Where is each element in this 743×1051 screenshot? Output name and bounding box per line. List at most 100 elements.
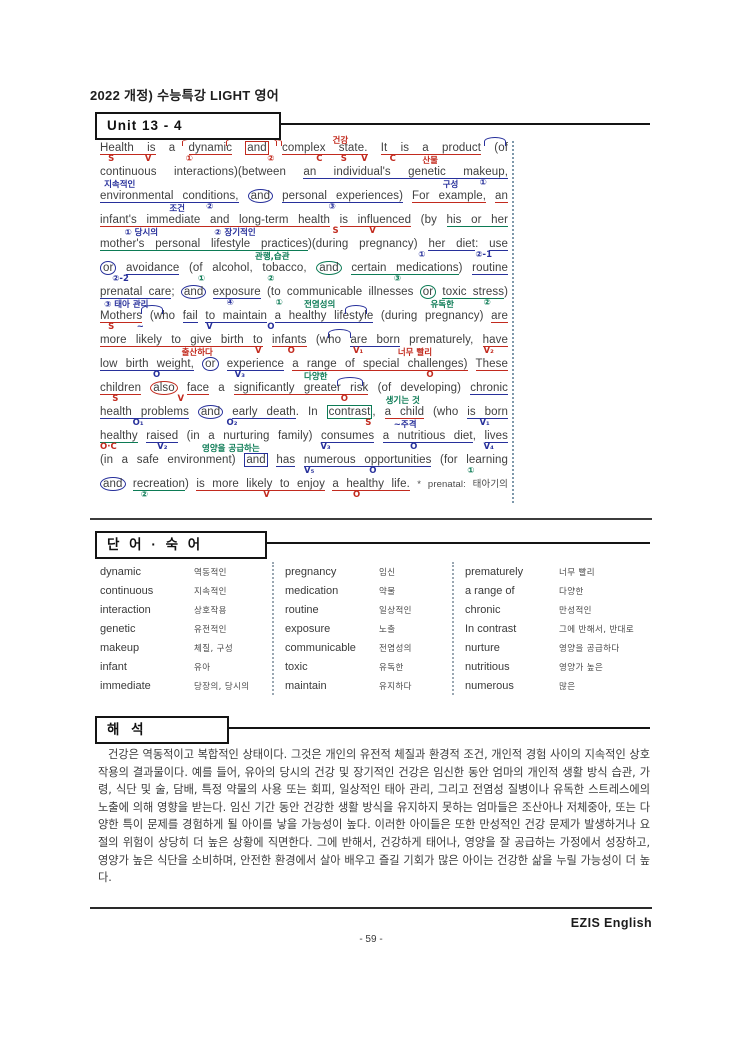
vocab-word: exposure: [285, 622, 331, 635]
passage-segment: (to communicable illnesses: [260, 286, 420, 298]
passage-segment: contrast: [326, 405, 373, 419]
vocab-meaning: 당장의, 당시의: [194, 681, 250, 692]
vocab-row: makeup 체질, 구성: [100, 638, 272, 657]
passage-text: prenatal care; and exposure (to communic…: [100, 285, 508, 299]
annotation-arc: [328, 329, 351, 338]
passage-segment: It is a product: [380, 142, 482, 155]
annotation-arc: [336, 377, 364, 386]
grammar-annotation: V: [263, 490, 270, 500]
passage-segment: an: [495, 190, 509, 203]
vocab-meaning: 유전적인: [194, 624, 227, 635]
passage-segment: (of alcohol, tobacco,: [179, 262, 317, 274]
passage-segment: [468, 358, 476, 370]
passage-segment: and: [197, 405, 224, 419]
passage-segment: routine: [472, 262, 509, 275]
passage-line: infant's immediate and long-term health …: [100, 213, 509, 238]
passage-segment: a nutritious diet: [382, 430, 473, 443]
passage-segment: personal experiences): [282, 190, 404, 203]
passage-segment: experience: [226, 358, 285, 371]
translation-heading-box: 해 석: [95, 716, 229, 744]
passage-line: and recreation) is more likely to enjoy …: [100, 477, 508, 501]
vocab-heading: 단 어 · 숙 어: [107, 537, 204, 552]
passage-segment: more likely to give birth to: [100, 334, 263, 347]
passage-segment: chronic: [470, 382, 508, 395]
vocab-word: a range of: [465, 584, 515, 597]
passage-segment: [138, 430, 146, 442]
passage-line: Mothers (who fail to maintain a healthy …: [100, 305, 509, 333]
vocab-word: dynamic: [100, 565, 141, 578]
passage-segment: prematurely,: [399, 334, 483, 346]
vocab-word: numerous: [465, 679, 514, 692]
grammar-annotation: S: [108, 322, 115, 332]
passage-segment: consumes: [320, 430, 375, 443]
vocab-meaning: 그에 반해서, 반대로: [559, 624, 635, 635]
passage-segment: an individual's genetic makeup,: [303, 166, 509, 179]
passage-segment: [284, 358, 292, 370]
annotation-arc: [344, 305, 368, 314]
vocab-row: exposure 노출: [285, 619, 452, 638]
passage-segment: [403, 190, 412, 202]
passage-segment: a: [155, 142, 189, 154]
vocab-row: communicable 전염성의: [285, 638, 452, 657]
grammar-annotation: ②-2: [112, 274, 129, 284]
grammar-annotation: V: [144, 154, 152, 164]
grammar-annotation: 관행,습관: [255, 252, 290, 262]
passage-text: health problems and early death. In cont…: [100, 405, 509, 419]
vocab-row: continuous 지속적인: [100, 581, 272, 600]
passage-segment: face: [186, 382, 210, 395]
grammar-annotation: 지속적인: [104, 180, 136, 190]
passage-segment: fail: [182, 310, 198, 323]
passage-line: prenatal care; and exposure (to communic…: [100, 285, 508, 310]
grammar-annotation: V: [255, 346, 262, 356]
grammar-annotation: V: [361, 154, 368, 164]
passage-segment: continuous interactions)(between: [100, 166, 304, 178]
passage-line: children also face a significantly great…: [100, 377, 508, 406]
document-title: 2022 개정) 수능특강 LIGHT 영어: [90, 88, 279, 103]
grammar-annotation: O: [426, 370, 434, 380]
passage-segment: [267, 310, 275, 322]
passage-segment: (by: [411, 214, 447, 226]
grammar-annotation: ①: [479, 178, 487, 188]
passage-segment: is more likely to enjoy: [196, 478, 326, 491]
passage-segment: ,: [372, 406, 385, 418]
grammar-annotation: S: [332, 226, 339, 236]
passage-segment: her diet: [428, 238, 476, 251]
vocab-meaning: 영양을 공급하다: [559, 643, 620, 654]
vocab-word: immediate: [100, 679, 151, 692]
grammar-annotation: ④: [226, 298, 234, 308]
grammar-annotation: C: [316, 154, 323, 164]
annotation-arc: [140, 305, 164, 314]
passage-segment: )(during pregnancy): [307, 238, 429, 250]
passage-text: (in a safe environment) and has numerous…: [100, 453, 508, 467]
vocab-word: continuous: [100, 584, 154, 597]
vocab-meaning: 너무 빨리: [559, 567, 595, 578]
passage-segment: and: [316, 261, 342, 275]
grammar-annotation: V: [369, 226, 376, 236]
grammar-annotation: ③: [393, 274, 401, 284]
passage-line: continuous interactions)(between an indi…: [100, 165, 509, 190]
passage-segment: [141, 382, 150, 394]
grammar-annotation: S: [108, 154, 115, 164]
vocab-meaning: 유아: [194, 662, 211, 673]
vocab-word: interaction: [100, 603, 151, 616]
unit-label: Unit 13 - 4: [107, 118, 183, 133]
grammar-annotation: 생기는 것: [385, 396, 420, 406]
passage-line: mother's personal lifestyle practices)(d…: [100, 237, 509, 262]
passage-segment: lives: [484, 430, 509, 443]
grammar-annotation: O₁: [132, 418, 144, 428]
passage-segment: [330, 214, 340, 226]
vocab-row: toxic 유독한: [285, 657, 452, 676]
passage-line: more likely to give birth to infants (wh…: [100, 329, 508, 358]
passage-segment: [374, 430, 382, 442]
vocab-word: makeup: [100, 641, 140, 654]
passage-segment: [223, 406, 232, 418]
passage-line: health problems and early death. In cont…: [100, 405, 509, 430]
vocab-word: genetic: [100, 622, 136, 635]
passage-segment: a range of special challenges): [292, 358, 468, 371]
passage-segment: [368, 142, 381, 154]
vocab-word: toxic: [285, 660, 308, 673]
section-divider: [90, 518, 652, 520]
passage-segment: [116, 262, 126, 274]
vocab-row: chronic 만성적인: [465, 600, 652, 619]
